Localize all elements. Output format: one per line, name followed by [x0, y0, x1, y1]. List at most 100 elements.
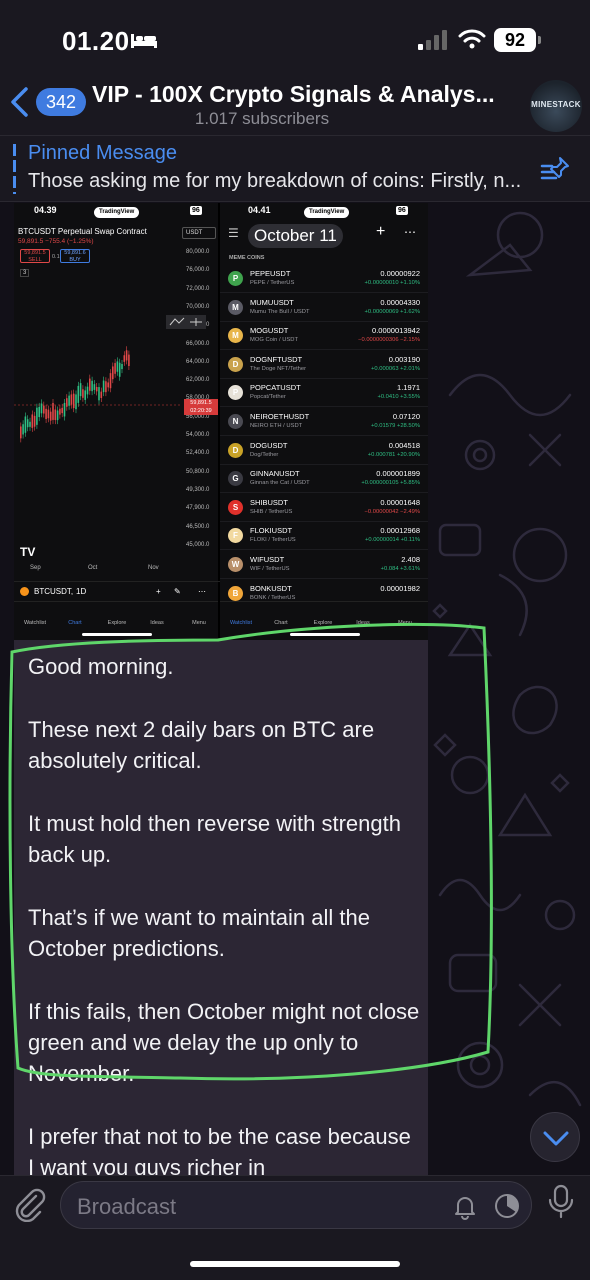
bell-icon[interactable]: [451, 1192, 479, 1220]
mini-battery: 96: [190, 206, 202, 215]
unread-count-badge: 342: [36, 88, 87, 116]
message-paragraph: Good morning.: [28, 654, 174, 679]
coin-change: +0.00000010 +1.10%: [364, 280, 420, 286]
status-time: 01.20: [62, 26, 130, 56]
watchlist-title: October 11: [248, 224, 343, 248]
cellular-signal-icon: [418, 30, 447, 50]
channel-avatar[interactable]: MINESTACK: [530, 80, 582, 132]
candle-body: [112, 366, 114, 380]
timeframe-label: 1D: [76, 587, 87, 596]
coin-icon: D: [228, 356, 243, 372]
message-photo[interactable]: 04.39 TradingView 96 BTCUSDT Perpetual S…: [14, 203, 428, 640]
coin-price: 0.00000922: [380, 269, 420, 278]
tradingview-logo-icon: TV: [20, 545, 36, 559]
coin-change: +0.000000105 +5.85%: [361, 480, 420, 487]
candle-body: [22, 424, 24, 435]
pinned-indicator: [13, 144, 16, 194]
candle-body: [61, 407, 63, 414]
pinned-list-icon[interactable]: [540, 156, 572, 184]
candle-body: [121, 364, 123, 370]
message-paragraph: It must hold then reverse with strength …: [28, 811, 401, 867]
candle-body: [66, 398, 68, 407]
currency-select: USDT: [182, 227, 216, 239]
candle-body: [116, 361, 119, 372]
coin-name: BONK / TetherUS: [250, 594, 296, 601]
coin-price: 0.004518: [388, 440, 420, 450]
microphone-icon[interactable]: [546, 1184, 576, 1220]
candle-body: [107, 382, 109, 388]
buy-button: 59,891.6 BUY: [60, 249, 90, 263]
price-axis-tick: 46,500.0: [186, 523, 210, 530]
tab-ideas: Ideas: [356, 620, 370, 626]
tab-menu: Menu: [192, 620, 206, 626]
tab-explore: Explore: [107, 620, 127, 626]
chat-title[interactable]: VIP - 100X Crypto Signals & Analys...: [92, 81, 495, 107]
tradingview-pill: TradingView: [304, 207, 350, 218]
candle-body: [43, 405, 45, 414]
price-axis-tick: 70,000.0: [186, 303, 210, 310]
sell-button: 59,891.5 SELL: [20, 249, 50, 263]
coin-change: +0.01579 +28.50%: [371, 423, 420, 429]
coin-icon: S: [228, 499, 243, 515]
watchlist-row: P PEPEUSDT PEPE / TetherUS 0.00000922 +0.000…: [220, 265, 428, 293]
candle-body: [98, 387, 100, 401]
mini-home-indicator: [290, 633, 360, 636]
tradingview-pill: TradingView: [94, 207, 140, 218]
candle-body: [128, 354, 130, 367]
sleep-focus-icon: [131, 34, 157, 48]
candle-body: [123, 355, 126, 362]
candle-body: [63, 402, 66, 417]
coin-name: The Doge NFT/Tether: [250, 365, 307, 372]
pinned-message-bar[interactable]: Pinned Message Those asking me for my br…: [0, 136, 590, 202]
coin-name: Ginnan the Cat / USDT: [250, 480, 310, 487]
candle-body: [91, 380, 93, 392]
coin-price: 1.1971: [397, 383, 420, 393]
candle-body: [49, 411, 52, 421]
price-axis-tick: 52,400.0: [186, 450, 210, 457]
coin-change: +0.000063 +2.01%: [371, 365, 420, 372]
candle-body: [114, 363, 116, 374]
coin-symbol: FLOKIUSDT: [250, 526, 293, 536]
price-axis-tick: 62,000.0: [186, 377, 210, 384]
mini-home-indicator: [82, 633, 152, 636]
candle-body: [40, 403, 43, 414]
current-price-tag: 59,891.5 02:20:39: [184, 399, 218, 415]
candle-body: [77, 385, 80, 403]
scroll-to-bottom-button[interactable]: [530, 1112, 580, 1162]
candle-body: [20, 426, 22, 439]
candle-body: [29, 421, 31, 427]
section-label: MEME COINS: [229, 255, 265, 261]
message-paragraph: I prefer that not to be the case because…: [28, 1124, 411, 1175]
watchlist-row: M MUMUUSDT Mumu The Bull / USDT 0.00004330 +…: [220, 294, 428, 322]
watchlist-row: N NEIROETHUSDT NEIRO ETH / USDT 0.07120 +0.0…: [220, 408, 428, 436]
candle-body: [68, 395, 70, 406]
broadcast-input[interactable]: Broadcast: [60, 1181, 532, 1229]
coin-symbol: MOGUSDT: [250, 326, 289, 336]
coin-name: MOG Coin / USDT: [250, 337, 298, 344]
candlestick-chart: [14, 346, 182, 443]
paperclip-icon[interactable]: [12, 1186, 46, 1222]
candle-body: [105, 381, 107, 393]
back-button[interactable]: 342: [8, 84, 88, 120]
coin-icon: N: [228, 414, 243, 429]
watchlist-row: F FLOKIUSDT FLOKI / TetherUS 0.00012968 +0.0…: [220, 522, 428, 551]
coin-name: WIF / TetherUS: [250, 566, 290, 572]
mini-status-time: 04.39: [34, 205, 57, 215]
coin-price: 0.003190: [388, 354, 420, 364]
price-axis-tick: 76,000.0: [186, 267, 210, 274]
coin-price: 0.00001982: [380, 583, 420, 593]
tab-chart: Chart: [274, 620, 288, 626]
broadcast-placeholder: Broadcast: [77, 1194, 177, 1219]
tab-ideas: Ideas: [150, 620, 164, 626]
coin-price: 2.408: [401, 555, 420, 564]
price-axis-tick: 56,000.0: [186, 413, 210, 420]
coin-symbol: DOGUSDT: [250, 440, 288, 450]
chart-screenshot: 04.39 TradingView 96 BTCUSDT Perpetual S…: [14, 203, 220, 640]
subscriber-count: 1.017 subscribers: [194, 109, 330, 128]
timer-icon[interactable]: [493, 1192, 521, 1220]
candle-body: [82, 389, 84, 398]
coin-change: +0.0410 +3.55%: [377, 394, 420, 401]
coin-price: 0.000001899: [376, 469, 420, 479]
coin-icon: W: [228, 557, 243, 572]
tab-chart: Chart: [68, 620, 82, 626]
